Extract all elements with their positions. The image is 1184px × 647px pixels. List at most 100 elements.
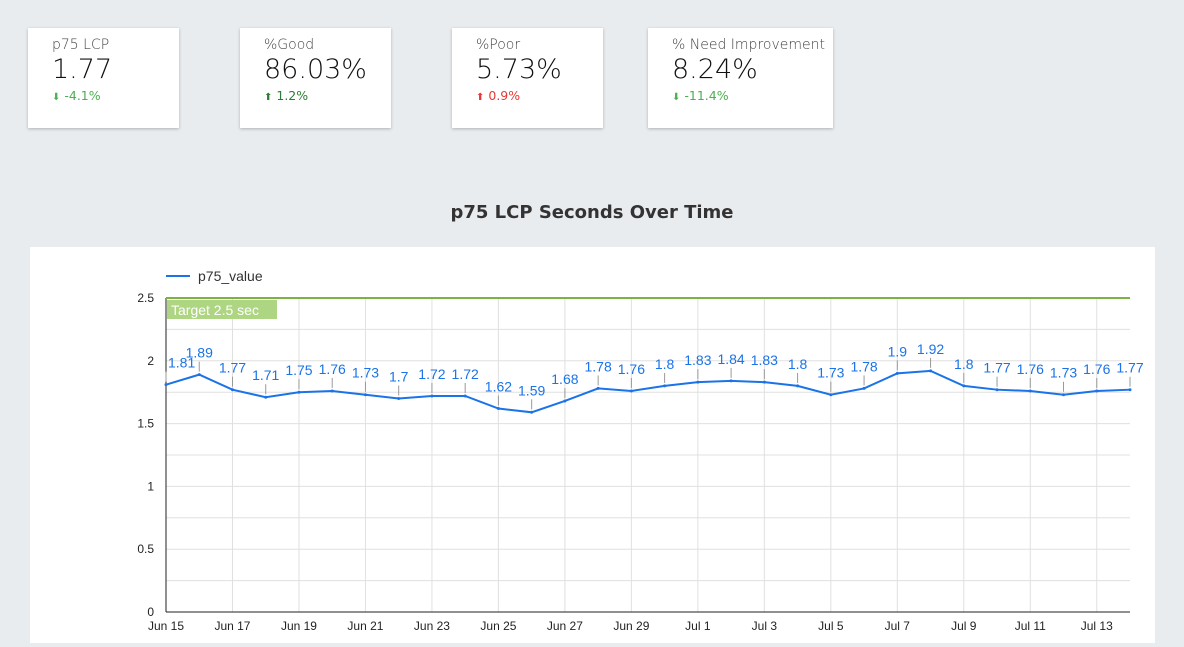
- data-label: 1.83: [751, 352, 778, 368]
- arrow-down-icon: ⬇: [52, 92, 61, 103]
- x-tick-label: Jul 11: [1015, 619, 1046, 633]
- kpi-label: p75 LCP: [52, 37, 110, 53]
- data-label: 1.73: [1050, 365, 1077, 381]
- kpi-delta: 1.2%: [276, 88, 309, 103]
- data-point: [729, 379, 733, 383]
- x-tick-label: Jun 25: [480, 619, 516, 633]
- data-label: 1.76: [1083, 361, 1110, 377]
- data-point: [1062, 393, 1066, 397]
- data-label: 1.7: [389, 368, 409, 384]
- kpi-label: %Good: [264, 37, 315, 53]
- data-label: 1.8: [655, 356, 675, 372]
- data-point: [297, 390, 301, 394]
- data-label: 1.75: [285, 362, 312, 378]
- data-point: [164, 383, 168, 387]
- x-tick-label: Jul 9: [951, 619, 977, 633]
- x-tick-label: Jun 27: [547, 619, 583, 633]
- y-tick-label: 1.5: [137, 417, 154, 431]
- data-point: [330, 389, 334, 393]
- data-label: 1.76: [618, 361, 645, 377]
- kpi-card: % Need Improvement 8.24% ⬇ -11.4%: [648, 28, 833, 128]
- chart-title: p75 LCP Seconds Over Time: [450, 202, 734, 223]
- x-tick-label: Jul 1: [685, 619, 711, 633]
- data-point: [1028, 389, 1032, 393]
- kpi-value: 1.77: [52, 54, 113, 85]
- kpi-delta: -11.4%: [684, 88, 729, 103]
- data-point: [962, 384, 966, 388]
- data-label: 1.77: [983, 360, 1010, 376]
- data-point: [995, 388, 999, 392]
- data-point: [696, 380, 700, 384]
- data-label: 1.81: [168, 355, 195, 371]
- data-point: [596, 386, 600, 390]
- data-label: 1.73: [352, 365, 379, 381]
- data-label: 1.92: [917, 341, 944, 357]
- kpi-card: %Good 86.03% ⬆ 1.2%: [240, 28, 391, 128]
- data-point: [197, 373, 201, 377]
- data-label: 1.9: [888, 343, 908, 359]
- data-point: [762, 380, 766, 384]
- data-point: [264, 395, 268, 399]
- data-label: 1.78: [850, 358, 877, 374]
- data-label: 1.8: [954, 356, 974, 372]
- y-tick-label: 0: [147, 605, 154, 619]
- kpi-card: p75 LCP 1.77 ⬇ -4.1%: [28, 28, 179, 128]
- kpi-card: %Poor 5.73% ⬆ 0.9%: [452, 28, 603, 128]
- series-line: [165, 369, 1131, 414]
- y-tick-label: 0.5: [137, 542, 154, 556]
- data-label: 1.8: [788, 356, 808, 372]
- y-tick-label: 1: [147, 479, 154, 493]
- data-label: 1.76: [1017, 361, 1044, 377]
- data-label: 1.71: [252, 367, 279, 383]
- data-label: 1.78: [585, 358, 612, 374]
- x-tick-label: Jun 23: [414, 619, 450, 633]
- data-point: [530, 410, 534, 414]
- data-label: 1.77: [219, 360, 246, 376]
- data-label: 1.68: [551, 371, 578, 387]
- arrow-down-icon: ⬇: [672, 92, 681, 103]
- x-tick-label: Jun 17: [214, 619, 250, 633]
- data-point: [563, 399, 567, 403]
- kpi-value: 8.24%: [672, 54, 758, 85]
- y-tick-label: 2.5: [137, 291, 154, 305]
- data-point: [496, 407, 500, 411]
- data-label: 1.76: [319, 361, 346, 377]
- data-label: 1.77: [1116, 360, 1143, 376]
- x-tick-label: Jun 21: [347, 619, 383, 633]
- kpi-value: 5.73%: [476, 54, 562, 85]
- data-point: [862, 386, 866, 390]
- arrow-up-icon: ⬆: [476, 92, 485, 103]
- x-tick-label: Jun 19: [281, 619, 317, 633]
- kpi-value: 86.03%: [264, 54, 367, 85]
- x-tick-label: Jul 5: [818, 619, 844, 633]
- arrow-up-icon: ⬆: [264, 92, 273, 103]
- data-point: [1128, 388, 1132, 392]
- data-point: [895, 371, 899, 375]
- x-tick-label: Jul 13: [1081, 619, 1113, 633]
- data-label: 1.72: [418, 366, 445, 382]
- data-label: 1.89: [186, 345, 213, 361]
- data-label: 1.83: [684, 352, 711, 368]
- kpi-label: %Poor: [476, 37, 521, 53]
- kpi-delta: 0.9%: [488, 88, 521, 103]
- data-point: [397, 396, 401, 400]
- data-label: 1.84: [717, 351, 744, 367]
- data-point: [230, 388, 234, 392]
- data-label: 1.72: [452, 366, 479, 382]
- data-point: [663, 384, 667, 388]
- data-point: [430, 394, 434, 398]
- data-point: [929, 369, 933, 373]
- x-tick-label: Jun 15: [148, 619, 184, 633]
- data-point: [829, 393, 833, 397]
- y-tick-label: 2: [147, 354, 154, 368]
- x-tick-label: Jul 3: [752, 619, 778, 633]
- target-label: Target 2.5 sec: [171, 302, 259, 318]
- data-point: [796, 384, 800, 388]
- x-tick-label: Jun 29: [613, 619, 649, 633]
- data-point: [1095, 389, 1099, 393]
- kpi-delta: -4.1%: [64, 88, 101, 103]
- x-tick-label: Jul 7: [885, 619, 911, 633]
- kpi-label: % Need Improvement: [672, 37, 825, 53]
- data-point: [629, 389, 633, 393]
- line-chart: Jun 15 Jun 17 Jun 19 Jun 21 Jun 23 Jun 25 Jun …: [137, 268, 1144, 633]
